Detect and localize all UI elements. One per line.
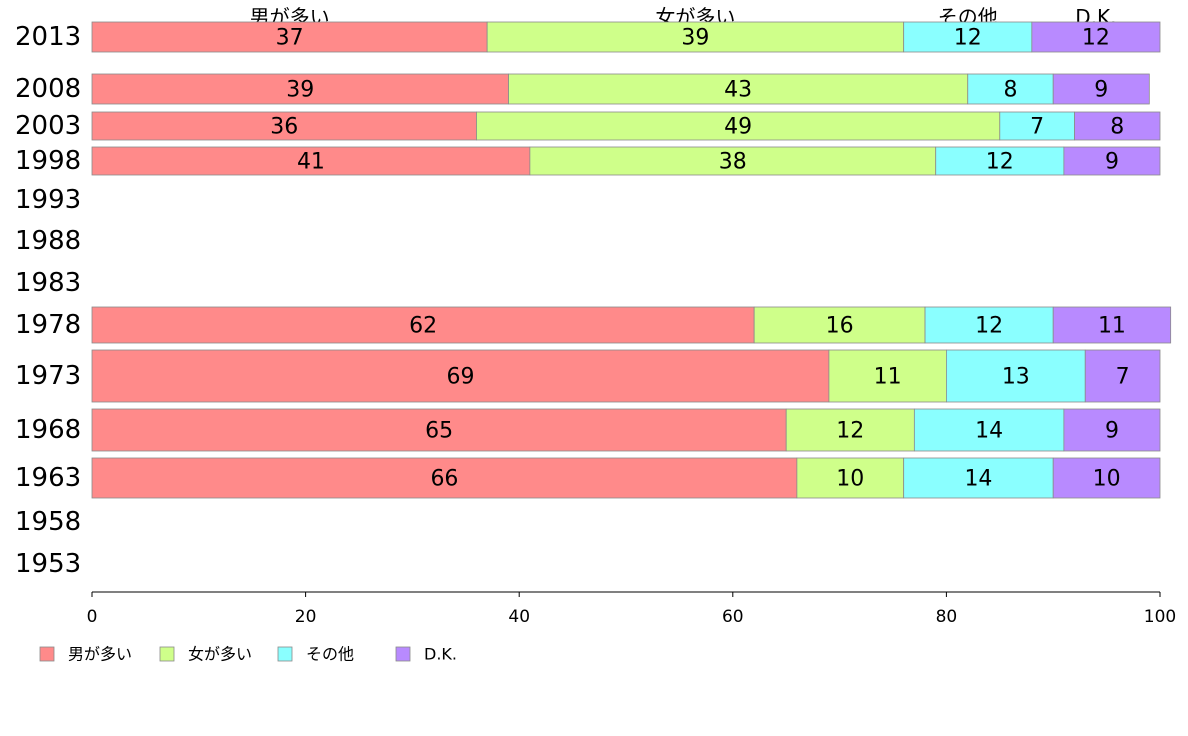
data-label-1978-3: 12: [975, 314, 1003, 339]
legend-label-1: 男が多い: [68, 645, 132, 664]
data-label-1998-1: 41: [297, 150, 325, 175]
bar-segment-2008-3: [967, 73, 1054, 105]
bar-segment-2013-1: [91, 21, 488, 53]
bar-segment-1968-2: [785, 408, 915, 452]
bar-segment-2008-2: [508, 73, 969, 105]
bar-segment-2003-4: [1074, 111, 1161, 141]
bar-segment-1963-4: [1052, 457, 1161, 499]
year-label-1958: 1958: [15, 507, 81, 537]
year-label-1998: 1998: [15, 146, 81, 176]
data-label-1978-1: 62: [409, 314, 437, 339]
legend-swatch-4: [395, 646, 411, 662]
year-label-1988: 1988: [15, 226, 81, 256]
legend: 男が多い 女が多い その他 D.K.: [39, 645, 457, 664]
data-label-2003-1: 36: [270, 115, 298, 140]
bar-segment-2003-3: [999, 111, 1075, 141]
data-label-2013-2: 39: [681, 26, 709, 51]
year-labels: 2013 2008 2003 1998 1993 1988 1983 1978 1973 1968…: [15, 22, 81, 579]
data-label-1968-3: 14: [975, 419, 1003, 444]
bar-segment-1998-4: [1063, 146, 1161, 176]
x-tick-label-20: 20: [295, 607, 317, 627]
year-label-1953: 1953: [15, 549, 81, 579]
legend-swatch-3: [277, 646, 293, 662]
bar-segment-1963-1: [91, 457, 798, 499]
bar-segment-2013-4: [1031, 21, 1161, 53]
data-label-1978-2: 16: [826, 314, 854, 339]
x-axis: 0 20 40 60 80 100: [87, 591, 1176, 627]
data-label-2013-3: 12: [954, 26, 982, 51]
year-label-2008: 2008: [15, 74, 81, 104]
legend-label-3: その他: [306, 645, 354, 664]
data-label-2003-4: 8: [1110, 115, 1124, 140]
bar-segment-2003-2: [476, 111, 1001, 141]
top-category-labels: 男が多い 女が多い その他 D.K.: [250, 5, 1117, 29]
bar-segment-1973-4: [1084, 349, 1161, 403]
year-label-2003: 2003: [15, 111, 81, 141]
bar-segment-1998-1: [91, 146, 531, 176]
bar-segment-1968-4: [1063, 408, 1161, 452]
x-tick-label-40: 40: [508, 607, 530, 627]
year-label-1963: 1963: [15, 463, 81, 493]
bar-segment-2013-2: [486, 21, 905, 53]
data-label-1998-3: 12: [986, 150, 1014, 175]
bar-segment-1998-3: [935, 146, 1065, 176]
data-label-2008-2: 43: [724, 78, 752, 103]
bar-segment-1998-2: [529, 146, 937, 176]
data-label-1963-3: 14: [964, 467, 992, 492]
data-label-2008-4: 9: [1094, 78, 1108, 103]
data-label-2008-3: 8: [1003, 78, 1017, 103]
year-label-1993: 1993: [15, 185, 81, 215]
bar-segment-1973-3: [946, 349, 1086, 403]
x-tick-label-100: 100: [1144, 607, 1176, 627]
bar-segment-1968-3: [913, 408, 1065, 452]
year-label-1968: 1968: [15, 415, 81, 445]
year-label-1973: 1973: [15, 361, 81, 391]
data-label-2013-4: 12: [1082, 26, 1110, 51]
bar-segment-1978-2: [753, 306, 926, 344]
legend-label-2: 女が多い: [188, 645, 252, 664]
data-label-1963-4: 10: [1093, 467, 1121, 492]
bar-segment-2003-1: [91, 111, 477, 141]
bar-segment-1978-1: [91, 306, 755, 344]
data-label-1968-4: 9: [1105, 419, 1119, 444]
x-tick-label-80: 80: [936, 607, 958, 627]
legend-swatch-2: [159, 646, 175, 662]
data-label-1973-3: 13: [1002, 365, 1030, 390]
x-tick-label-60: 60: [722, 607, 744, 627]
bar-segment-1963-3: [903, 457, 1054, 499]
year-label-1978: 1978: [15, 310, 81, 340]
data-label-1998-4: 9: [1105, 150, 1119, 175]
data-label-2003-3: 7: [1030, 115, 1044, 140]
bar-segment-1963-2: [796, 457, 905, 499]
bar-segment-2013-3: [903, 21, 1033, 53]
year-label-2013: 2013: [15, 22, 81, 52]
data-label-1978-4: 11: [1098, 314, 1126, 339]
bar-segment-1978-4: [1052, 306, 1172, 344]
bar-segment-2008-4: [1052, 73, 1150, 105]
bar-segment-2008-1: [91, 73, 509, 105]
data-label-2003-2: 49: [724, 115, 752, 140]
legend-label-4: D.K.: [424, 645, 457, 664]
x-tick-label-0: 0: [87, 607, 98, 627]
data-label-1963-1: 66: [430, 467, 458, 492]
data-label-2013-1: 37: [276, 26, 304, 51]
data-label-2008-1: 39: [286, 78, 314, 103]
bar-segment-1973-2: [828, 349, 947, 403]
data-label-1973-4: 7: [1116, 365, 1130, 390]
data-label-1973-1: 69: [446, 365, 474, 390]
data-label-1968-1: 65: [425, 419, 453, 444]
data-label-1968-2: 12: [836, 419, 864, 444]
data-label-1998-2: 38: [719, 150, 747, 175]
data-label-1963-2: 10: [836, 467, 864, 492]
legend-swatch-1: [39, 646, 55, 662]
data-label-1973-2: 11: [874, 365, 902, 390]
year-label-1983: 1983: [15, 268, 81, 298]
bar-segment-1973-1: [91, 349, 830, 403]
